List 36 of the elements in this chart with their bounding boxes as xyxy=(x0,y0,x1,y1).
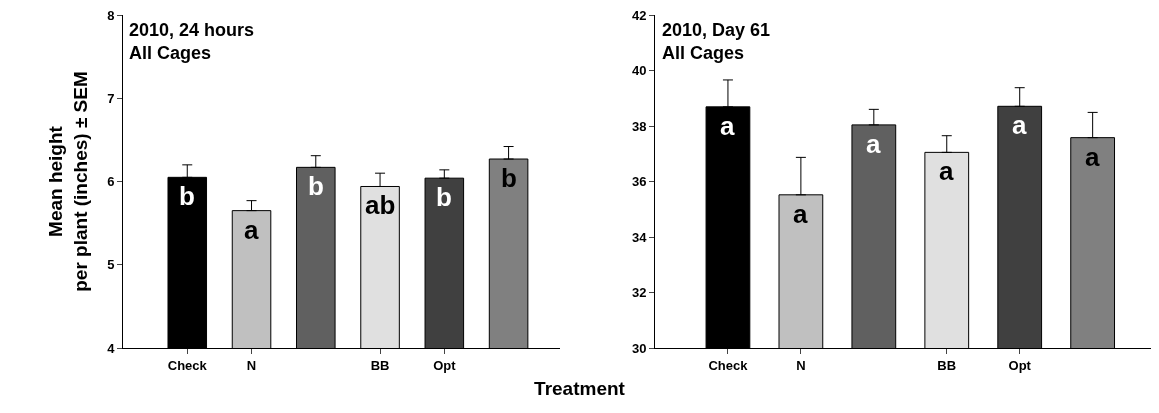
data-label: a xyxy=(1012,110,1027,140)
data-label: b xyxy=(501,163,517,193)
y-tick-label: 8 xyxy=(107,7,115,23)
y-tick-label: 7 xyxy=(107,90,115,106)
y-axis-title: Mean height per plant (inches) ± SEM xyxy=(45,71,92,292)
text: 2010, Day 61 All Cages xyxy=(662,20,771,64)
y-tick-label: 40 xyxy=(631,63,647,79)
text: 2010, 24 hours All Cages xyxy=(129,20,255,64)
y-tick-label: 30 xyxy=(631,340,647,356)
data-label: a xyxy=(793,199,808,229)
x-tick-label: Opt xyxy=(1008,357,1032,373)
x-tick-label: N xyxy=(796,357,806,373)
x-tick-label: Check xyxy=(167,357,208,373)
y-tick-label: 5 xyxy=(107,257,115,273)
y-tick-label: 38 xyxy=(631,118,647,134)
y-tick-label: 34 xyxy=(631,229,648,245)
x-tick-label: BB xyxy=(937,357,957,373)
data-label: ab xyxy=(365,190,396,220)
data-label: b xyxy=(308,171,324,201)
x-axis-title: Treatment xyxy=(533,378,626,400)
data-label: a xyxy=(1085,142,1100,172)
y-tick-label: 6 xyxy=(107,174,115,190)
x-tick-label: BB xyxy=(370,357,390,373)
y-tick-label: 42 xyxy=(631,7,647,23)
y-tick-label: 4 xyxy=(107,340,116,356)
x-tick-label: N xyxy=(246,357,257,373)
y-tick-label: 36 xyxy=(631,174,647,190)
x-tick-label: Check xyxy=(708,357,749,373)
data-label: a xyxy=(866,129,881,159)
data-label: b xyxy=(179,181,195,211)
data-label: a xyxy=(939,156,954,186)
x-tick-label: Opt xyxy=(433,357,457,373)
y-tick-label: 32 xyxy=(631,285,647,301)
data-label: b xyxy=(436,182,452,212)
data-label: a xyxy=(720,111,735,141)
data-label: a xyxy=(244,215,259,245)
